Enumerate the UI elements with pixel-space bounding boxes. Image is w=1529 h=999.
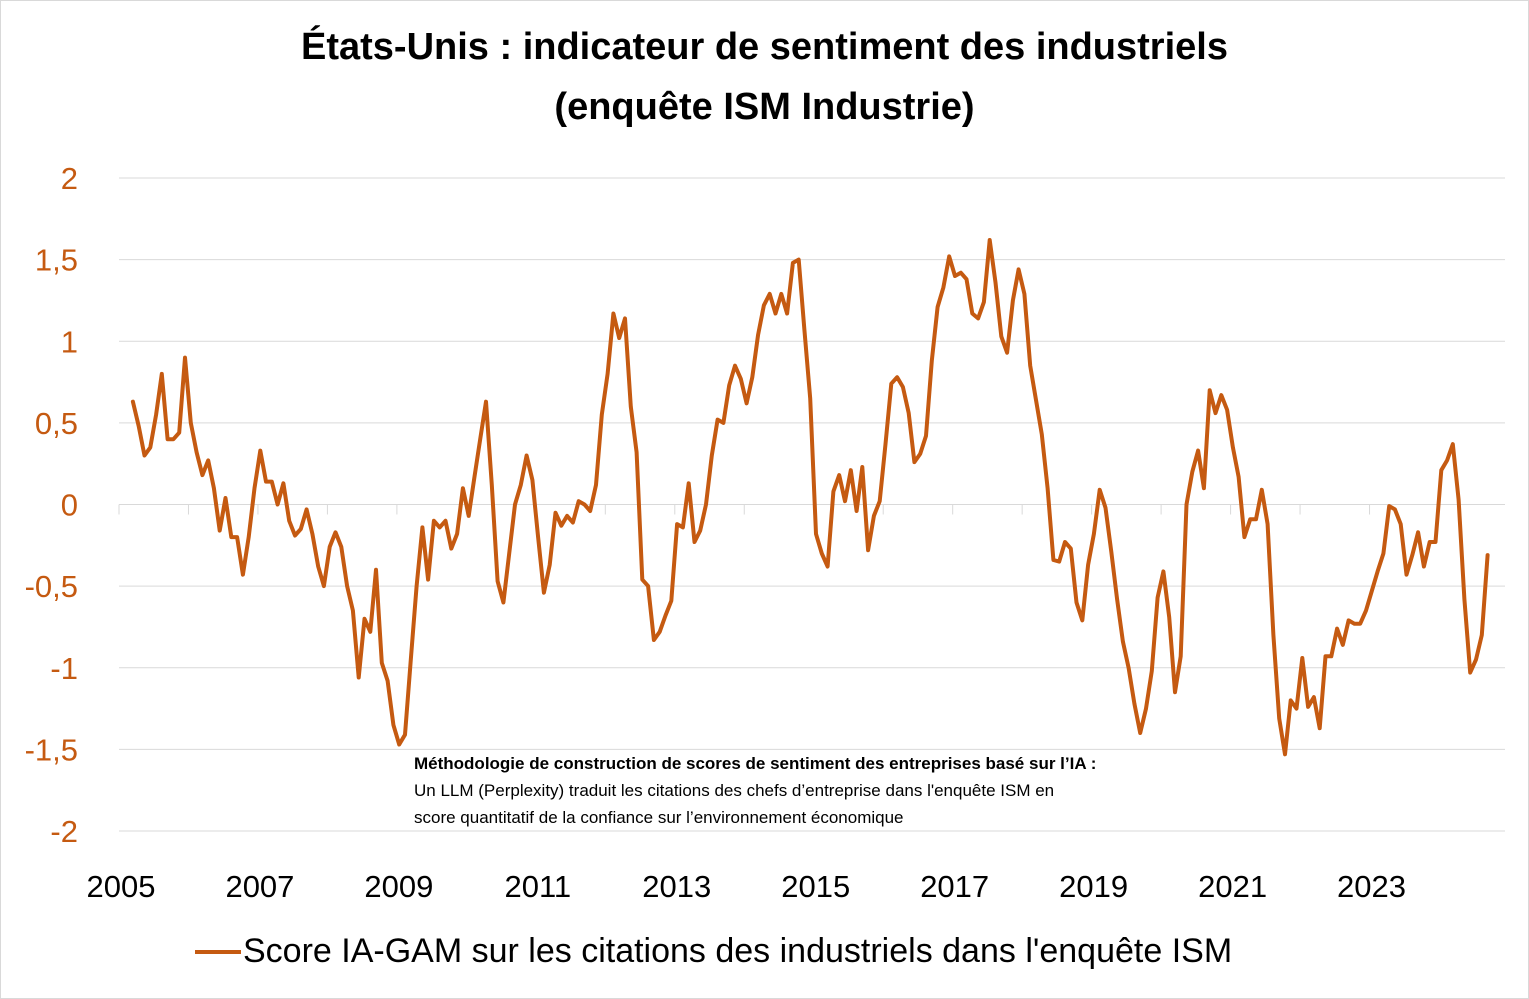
x-tick-label: 2019 [1059,869,1128,904]
chart-title-line2: (enquête ISM Industrie) [554,86,975,128]
x-tick-label: 2007 [225,869,294,904]
y-tick-label: 2 [61,161,78,196]
y-tick-label: 0,5 [35,406,78,441]
x-tick-label: 2015 [781,869,850,904]
y-tick-label: -1 [50,651,78,686]
x-tick-label: 2009 [364,869,433,904]
x-tick-label: 2013 [642,869,711,904]
y-tick-label: 1,5 [35,243,78,278]
y-tick-label: -2 [50,814,78,849]
x-tick-label: 2017 [920,869,989,904]
y-axis-labels: 2 1,5 1 0,5 0 -0,5 -1 -1,5 -2 [25,161,78,849]
methodology-note: Méthodologie de construction de scores d… [414,750,1096,831]
chart-title-line1: États-Unis : indicateur de sentiment des… [301,26,1228,68]
methodology-heading: Méthodologie de construction de scores d… [414,754,1097,773]
x-tick-label: 2021 [1198,869,1267,904]
legend-label: Score IA-GAM sur les citations des indus… [243,932,1233,970]
legend: Score IA-GAM sur les citations des indus… [195,932,1232,971]
methodology-line2: score quantitatif de la confiance sur l’… [414,808,904,827]
gridlines [118,177,1505,832]
x-axis-labels: 2005 2007 2009 2011 2013 2015 2017 2019 2021 2023 [87,869,1406,904]
y-tick-label: -0,5 [25,569,78,604]
y-tick-label: 0 [61,488,78,523]
y-tick-label: 1 [61,324,78,359]
x-tick-label: 2005 [87,869,156,904]
legend-swatch [195,949,241,954]
y-tick-label: -1,5 [25,732,78,767]
x-tick-label: 2011 [505,869,572,904]
x-tick-label: 2023 [1337,869,1406,904]
series-line [130,238,1490,757]
methodology-line1: Un LLM (Perplexity) traduit les citation… [414,781,1055,800]
